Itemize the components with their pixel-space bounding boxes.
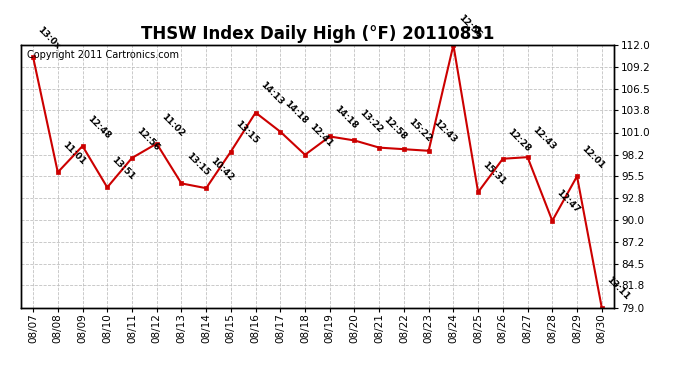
Text: 12:01: 12:01 [580, 144, 607, 171]
Text: 12:43: 12:43 [431, 118, 458, 145]
Text: 11:01: 11:01 [61, 140, 87, 167]
Text: 12:41: 12:41 [308, 123, 335, 149]
Text: 13:0x: 13:0x [36, 25, 62, 51]
Text: 12:56: 12:56 [456, 13, 483, 39]
Text: 13:22: 13:22 [357, 108, 384, 135]
Text: Copyright 2011 Cartronics.com: Copyright 2011 Cartronics.com [27, 50, 179, 60]
Title: THSW Index Daily High (°F) 20110831: THSW Index Daily High (°F) 20110831 [141, 26, 494, 44]
Text: 10:42: 10:42 [209, 156, 235, 183]
Text: 13:51: 13:51 [110, 155, 137, 182]
Text: 14:18: 14:18 [283, 99, 310, 126]
Text: 13:15: 13:15 [234, 119, 260, 146]
Text: 12:28: 12:28 [506, 127, 532, 153]
Text: 11:02: 11:02 [159, 112, 186, 138]
Text: 15:31: 15:31 [481, 160, 508, 187]
Text: 12:56: 12:56 [135, 126, 161, 152]
Text: 12:47: 12:47 [555, 189, 582, 215]
Text: 12:58: 12:58 [382, 116, 408, 142]
Text: 14:13: 14:13 [258, 80, 285, 107]
Text: 12:48: 12:48 [86, 114, 112, 141]
Text: 12:43: 12:43 [531, 125, 557, 152]
Text: 13:15: 13:15 [184, 151, 211, 178]
Text: 14:18: 14:18 [333, 104, 359, 131]
Text: 13:11: 13:11 [604, 275, 631, 302]
Text: 15:22: 15:22 [406, 117, 433, 144]
